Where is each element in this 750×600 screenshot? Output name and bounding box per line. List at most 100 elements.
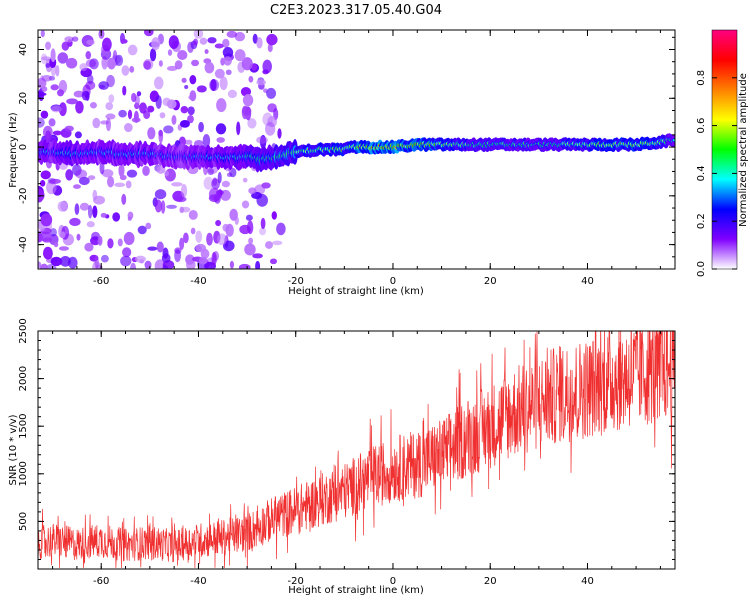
spectrogram-noise-blob [69,217,81,227]
spectrogram-noise-blob [156,165,166,174]
spectrogram-noise-blob [99,161,105,175]
spectrogram-noise-blob [125,180,132,189]
spectrogram-noise-blob [123,231,135,246]
spectrogram-noise-blob [143,60,152,70]
spectrogram-noise-blob [71,36,79,42]
spectrogram-noise-blob [185,254,195,265]
spectrogram-noise-blob [226,30,238,38]
spectrogram-noise-blob [222,46,234,58]
colorbar: 0.0 0.2 0.4 0.6 0.8 Normalized spectral ampl… [696,29,749,277]
spectrogram-noise-blob [40,170,51,180]
spectrogram-noise-blob [277,128,282,139]
spectrogram-noise-blob [145,222,152,230]
spectrogram-noise-blob [174,196,187,203]
spectrogram-noise-blob [234,31,246,42]
spectrogram-noise-blob [247,220,254,235]
spectrogram-noise-blob [216,233,227,246]
spectrogram-noise-blob [221,180,230,188]
spectrogram-axes: -60 -40 -20 0 20 40 -40 -20 0 20 40 [18,30,675,287]
spectrogram-noise-blob [120,38,128,44]
spectrogram-noise-blob [204,49,209,54]
spectrogram-noise-blob [64,36,74,43]
x-tick-label: -20 [288,276,304,287]
spectrogram-noise-blob [107,57,116,70]
spectrogram-noise-blob [127,211,134,220]
spectrogram-noise-blob [225,69,232,76]
spectrogram-noise-blob [198,256,208,265]
spectrogram-noise-blob [227,89,237,99]
spectrogram-noise-blob [206,232,213,246]
spectrogram-noise-blob [216,98,227,113]
snr-xlabel: Height of straight line (km) [288,585,424,596]
spectrogram-noise-blob [94,255,99,269]
spectrogram-noise-blob [166,99,177,109]
spectrogram-xlabel: Height of straight line (km) [288,286,424,297]
colorbar-tick-label: 0.0 [696,261,707,277]
spectrogram-noise-blob [92,189,98,201]
spectrogram-noise-blob [163,125,174,134]
spectrogram-noise-blob [120,255,132,267]
spectrogram-noise-blob [92,117,101,129]
spectrogram-noise-blob [188,209,198,220]
spectrogram-noise-blob [147,105,155,113]
spectrogram-noise-blob [207,168,215,176]
spectrogram-noise-blob [79,63,88,71]
spectrogram-noise-blob [194,140,204,147]
spectrogram-noise-blob [203,176,214,190]
spectrogram-noise-blob [219,76,228,91]
spectrogram-noise-blob [107,176,115,188]
spectrogram-noise-blob [262,59,272,74]
spectrogram-panel: -60 -40 -20 0 20 40 -40 -20 0 20 40 Height of stra… [8,29,676,297]
spectrogram-noise-blob [247,118,257,129]
spectrogram-noise-blob [75,100,84,114]
spectrogram-noise-blob [105,102,114,111]
colorbar-gradient [711,29,738,270]
spectrogram-noise-blob [226,172,233,177]
spectrogram-noise-blob [214,43,224,49]
y-tick-label: -40 [18,236,29,252]
spectrogram-noise-blob [265,122,276,136]
spectrogram-noise-blob [58,102,67,117]
spectrogram-noise-blob [87,204,93,219]
x-tick-label: 0 [390,576,396,587]
spectrogram-noise-blob [48,178,61,184]
spectrogram-noise-blob [266,33,278,46]
x-tick-label: 0 [390,276,396,287]
spectrogram-noise-blob [84,242,94,252]
spectrogram-noise-blob [187,114,194,124]
spectrogram-noise-blob [86,221,95,228]
spectrogram-noise-blob [238,263,251,269]
spectrogram-noise-blob [126,169,138,178]
spectrogram-noise-blob [154,199,162,213]
spectrogram-noise-blob [195,243,207,253]
spectrogram-noise-blob [180,183,188,198]
spectrogram-noise-blob [131,92,137,103]
spectrogram-noise-blob [171,115,177,125]
spectrogram-noise-blob [85,51,92,60]
spectrogram-noise-blob [97,235,103,246]
spectrogram-noise-blob [45,41,52,50]
spectrogram-noise-blob [256,37,263,49]
spectrogram-noise-blob [166,204,178,209]
spectrogram-noise-blob [242,177,248,183]
spectrogram-noise-blob [45,130,52,143]
spectrogram-noise-blob [40,213,53,227]
spectrogram-noise-blob [156,241,164,253]
spectrogram-noise-blob [61,41,70,51]
spectrogram-noise-blob [215,220,222,227]
y-tick-label: 500 [18,512,29,531]
x-tick-label: -60 [93,276,109,287]
spectrogram-noise-blob [271,211,277,220]
colorbar-ticks: 0.0 0.2 0.4 0.6 0.8 [696,70,737,277]
spectrogram-marks [38,30,675,269]
spectrogram-noise-blob [57,52,69,64]
spectrogram-noise-blob [225,223,234,237]
x-tick-label: -20 [288,576,304,587]
x-tick-label: -60 [93,576,109,587]
snr-ylabel: SNR (10 * v/v) [8,414,19,485]
spectrogram-noise-blob [147,127,156,140]
spectrogram-noise-blob [181,77,187,83]
spectrogram-noise-blob [117,238,123,247]
spectrogram-noise-blob [242,94,254,107]
y-tick-label: 1500 [18,413,29,438]
